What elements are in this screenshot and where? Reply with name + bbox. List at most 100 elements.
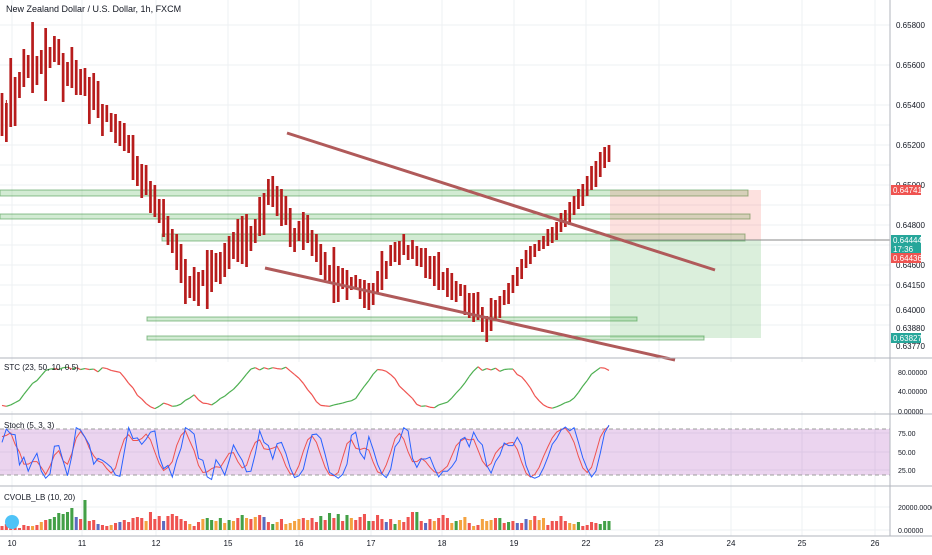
candle-body [210, 250, 213, 292]
price-tick-label: 0.65200 [896, 141, 925, 150]
candle-body [215, 253, 218, 282]
cvolb-bar [131, 518, 134, 530]
cvolb-bar [40, 522, 43, 530]
position-target-zone[interactable] [610, 240, 761, 338]
candle-body [5, 103, 8, 142]
candle-body [276, 186, 279, 216]
candle-body [101, 104, 104, 136]
cvolb-bar [332, 518, 335, 530]
cvolb-bar [271, 524, 274, 530]
candle-body [171, 229, 174, 253]
cvolb-bar [114, 523, 117, 530]
time-tick-label: 22 [582, 539, 591, 548]
candle-body [389, 245, 392, 266]
candle-body [595, 161, 598, 187]
candle-body [367, 283, 370, 310]
candle-body [284, 196, 287, 225]
cvolb-bar [542, 518, 545, 530]
candle-body [481, 307, 484, 332]
candle-body [516, 267, 519, 286]
candle-body [420, 248, 423, 267]
price-tick-label: 0.63770 [896, 342, 925, 351]
time-tick-label: 19 [510, 539, 519, 548]
cvolb-bar [92, 520, 95, 530]
candle-body [293, 228, 296, 252]
cvolb-bar [249, 519, 252, 530]
candle-body [1, 93, 4, 136]
time-tick-label: 16 [295, 539, 304, 548]
candle-body [289, 208, 292, 247]
candle-body [459, 284, 462, 296]
position-stop-zone[interactable] [610, 190, 761, 240]
candle-body [219, 252, 222, 284]
cvolb-bar [389, 519, 392, 530]
candle-body [188, 276, 191, 298]
stoch-tick-label: 50.00 [898, 450, 916, 457]
cvolb-bar [551, 521, 554, 530]
cvolb-bar [607, 521, 610, 530]
candle-body [66, 62, 69, 86]
candle-body [167, 216, 170, 245]
candle-body [136, 156, 139, 186]
candle-body [433, 256, 436, 286]
cvolb-bar [127, 522, 130, 530]
cvolb-bar [289, 523, 292, 530]
cvolb-bar [407, 517, 410, 530]
cvolb-bar [420, 521, 423, 530]
candle-body [40, 50, 43, 74]
cvolb-bar [49, 519, 52, 530]
cvolb-bar [442, 515, 445, 530]
candle-body [88, 77, 91, 124]
cvolb-bar [424, 523, 427, 530]
candle-body [140, 164, 143, 198]
cvolb-bar [311, 518, 314, 530]
cvolb-bar [302, 518, 305, 530]
cvolb-bar [53, 517, 56, 530]
cvolb-title: CVOLB_LB (10, 20) [4, 493, 75, 502]
cvolb-bar [219, 518, 222, 530]
candle-body [36, 56, 39, 85]
cvolb-bar [367, 521, 370, 530]
candle-body [525, 250, 528, 268]
candle-body [228, 236, 231, 269]
cvolb-bar [577, 522, 580, 530]
candle-body [328, 265, 331, 282]
cvolb-bar [123, 520, 126, 530]
cvolb-bar [341, 521, 344, 530]
cvolb-bar [503, 523, 506, 530]
cvolb-bar [468, 523, 471, 530]
cvolb-bar [75, 517, 78, 530]
candle-body [315, 234, 318, 262]
cvolb-bar [603, 521, 606, 530]
candle-body [363, 280, 366, 308]
price-tick-label: 0.65800 [896, 21, 925, 30]
candle-body [490, 298, 493, 331]
candle-body [27, 55, 30, 78]
cvolb-bar [254, 517, 257, 530]
cvolb-bar [402, 522, 405, 530]
cvolb-bar [79, 519, 82, 530]
candle-body [424, 248, 427, 278]
cvolb-bar [241, 515, 244, 530]
cvolb-bar [573, 524, 576, 530]
candle-body [298, 221, 301, 241]
cvolb-bar [88, 521, 91, 530]
cvolb-bar [516, 523, 519, 530]
cvolb-bar [180, 519, 183, 530]
cvolb-bar [463, 517, 466, 530]
candle-body [31, 22, 34, 93]
candle-body [319, 244, 322, 275]
cvolb-bar [529, 520, 532, 530]
sr-zone[interactable] [147, 317, 637, 321]
price-label-text: 0.63827 [893, 334, 922, 343]
stc-pane-bg [0, 362, 890, 411]
candle-body [402, 234, 405, 255]
cvolb-tick-label: 20000.00000 [898, 505, 932, 512]
candle-body [280, 189, 283, 226]
stc-tick-label: 80.00000 [898, 370, 927, 377]
cvolb-bar [385, 522, 388, 530]
price-label-text: 0.64741 [893, 186, 922, 195]
candle-body [306, 215, 309, 243]
cvolb-bar [380, 519, 383, 530]
